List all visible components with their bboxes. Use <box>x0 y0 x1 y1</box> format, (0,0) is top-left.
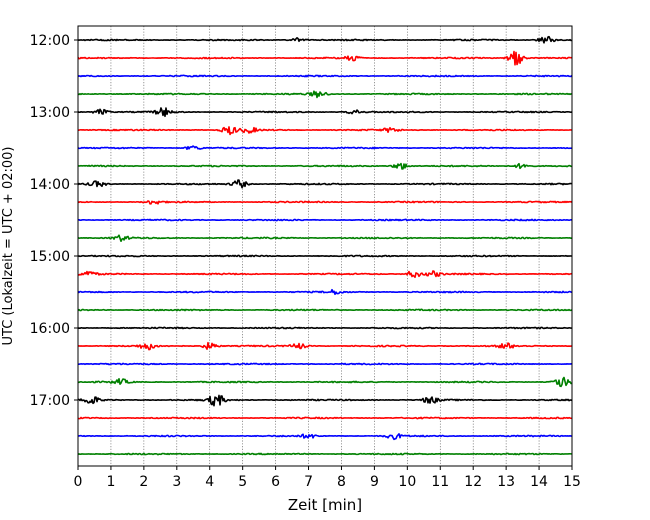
y-tick-label: 14:00 <box>30 177 70 193</box>
x-tick-label: 11 <box>431 474 449 490</box>
x-tick-label: 1 <box>106 474 115 490</box>
trace-6 <box>77 145 573 151</box>
x-axis-ticks: 0 1 2 3 4 5 6 7 8 9 10 11 12 13 14 15 <box>74 466 581 490</box>
x-tick-label: 4 <box>205 474 214 490</box>
x-tick-label: 13 <box>497 474 515 490</box>
x-tick-label: 7 <box>304 474 313 490</box>
trace-18 <box>78 362 573 366</box>
y-tick-label: 16:00 <box>30 321 70 337</box>
trace-19 <box>77 376 573 388</box>
y-axis-label: UTC (Lokalzeit = UTC + 02:00) <box>1 147 16 346</box>
x-tick-label: 2 <box>139 474 148 490</box>
trace-15 <box>77 308 573 312</box>
trace-2 <box>77 74 573 78</box>
trace-14 <box>77 288 573 296</box>
trace-20 <box>77 394 573 407</box>
trace-9 <box>77 200 573 205</box>
trace-5 <box>77 126 573 136</box>
trace-11 <box>77 234 573 243</box>
trace-12 <box>77 254 573 258</box>
x-tick-label: 9 <box>370 474 379 490</box>
plot-frame <box>77 25 573 467</box>
y-tick-label: 17:00 <box>30 393 70 409</box>
x-axis-label: Zeit [min] <box>288 496 362 514</box>
trace-16 <box>77 326 573 330</box>
trace-23 <box>77 452 573 456</box>
x-tick-label: 0 <box>74 474 83 490</box>
trace-8 <box>77 179 573 189</box>
x-tick-label: 6 <box>271 474 280 490</box>
y-tick-label: 15:00 <box>30 249 70 265</box>
trace-4 <box>77 107 573 118</box>
trace-10 <box>77 218 573 222</box>
y-tick-label: 12:00 <box>30 33 70 49</box>
y-axis-ticks: 12:00 13:00 14:00 15:00 16:00 17:00 <box>30 33 78 409</box>
trace-7 <box>77 162 572 170</box>
x-tick-label: 3 <box>172 474 181 490</box>
x-tick-label: 10 <box>398 474 416 490</box>
trace-3 <box>77 90 573 99</box>
seismic-traces <box>77 35 573 456</box>
x-tick-label: 12 <box>464 474 482 490</box>
x-tick-label: 8 <box>337 474 346 490</box>
x-tick-label: 15 <box>563 474 581 490</box>
trace-1 <box>77 50 573 66</box>
trace-13 <box>77 270 573 279</box>
y-tick-label: 13:00 <box>30 105 70 121</box>
grid-lines <box>110 26 540 466</box>
x-tick-label: 14 <box>530 474 548 490</box>
trace-22 <box>77 433 573 441</box>
x-tick-label: 5 <box>238 474 247 490</box>
trace-21 <box>77 416 573 420</box>
trace-0 <box>77 35 573 44</box>
trace-17 <box>77 341 573 351</box>
